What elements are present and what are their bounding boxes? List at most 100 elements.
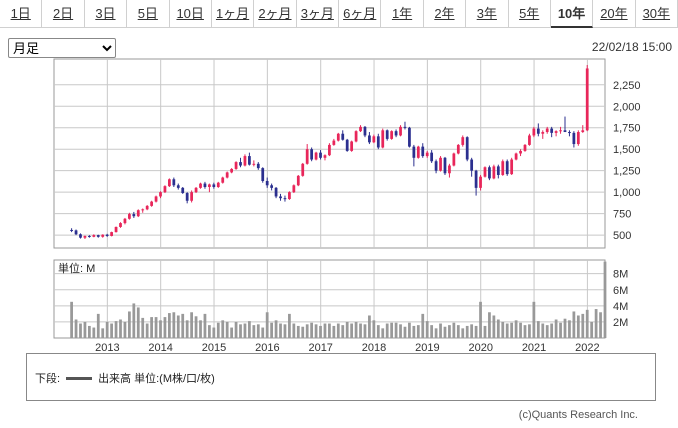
volume-bar [488,312,491,338]
volume-bar [421,313,425,338]
volume-bar [92,327,96,338]
tab-period[interactable]: 30年 [635,0,678,28]
volume-bar [243,323,247,338]
tab-label: 2ヶ月 [258,6,292,21]
tab-period[interactable]: 5年 [508,0,551,28]
volume-bar [559,322,562,338]
tab-period[interactable]: 2ヶ月 [254,0,297,28]
volume-bar [594,309,598,338]
volume-bar [310,322,314,338]
tab-period[interactable]: 2日 [42,0,85,28]
candle-body [319,152,322,158]
tab-period[interactable]: 5日 [127,0,170,28]
volume-bar [403,326,407,338]
volume-bar [452,322,456,338]
volume-bar [256,324,260,338]
volume-bar [323,323,327,338]
candle-body [150,201,153,206]
volume-bar [301,326,305,338]
volume-bar [163,317,167,338]
volume-tick-label: 2M [613,317,628,329]
candle-body [585,68,589,131]
tab-period[interactable]: 1日 [0,0,43,28]
tab-label: 3年 [476,6,497,21]
price-tick-label: 1,500 [613,144,641,156]
period-tabs: 1日 2日 3日 5日 10日 1ヶ月 2ヶ月 3ヶ月 6ヶ月 1年 2年 3年 5年 10年 20年 30年 [0,0,678,30]
tab-period[interactable]: 3日 [84,0,128,28]
candle-body [168,179,171,187]
volume-bar [412,325,416,338]
volume-bar [274,320,278,338]
volume-bar [510,322,514,338]
volume-bar [408,322,411,338]
candle-body [261,168,265,181]
tab-period[interactable]: 20年 [593,0,636,28]
volume-bar [474,325,478,338]
volume-bar [70,301,73,338]
legend-line-swatch [66,376,93,380]
volume-bar [332,325,336,338]
candle-body [496,166,500,175]
tab-period[interactable]: 6ヶ月 [339,0,382,28]
x-tick-label: 2016 [255,342,279,354]
candle-body [283,198,287,200]
candle-body [563,130,567,133]
candle-body [456,144,460,154]
volume-bar [88,325,91,338]
candle-body [305,149,309,164]
volume-bar [279,323,282,338]
candle-body [265,180,269,186]
tab-period[interactable]: 10日 [169,0,212,28]
volume-bar [101,328,105,338]
legend-text: 出来高 単位:(M株/口/枚) [98,373,215,385]
stock-chart: 500 750 1,000 1,250 1,500 1,750 2,000 2,250 2M 4M… [53,58,641,354]
tab-period[interactable]: 1年 [381,0,424,28]
tab-period[interactable]: 1ヶ月 [211,0,255,28]
volume-bar [496,319,500,338]
volume-bar [110,323,113,338]
candle-body [70,229,73,231]
candle-body [270,185,274,188]
volume-bar [385,323,389,338]
candle-body [474,170,478,188]
legend-row: 下段: 出来高 単位:(M株/口/枚) [35,370,215,386]
candle-body [394,131,398,136]
tab-period[interactable]: 10年 [550,0,594,28]
volume-bar [505,323,509,338]
candle-body [101,234,105,237]
tab-label: 1ヶ月 [215,6,250,21]
candle-period-select[interactable]: 月足 [8,38,116,58]
candle-body [203,183,207,188]
volume-bar [212,327,216,338]
volume-bar [425,321,429,338]
volume-bar [528,324,531,338]
volume-bar [443,326,447,338]
volume-bar [599,312,602,338]
candle-body [172,179,176,186]
candle-body [274,187,278,197]
candle-body [550,128,554,133]
volume-bar [105,321,109,338]
volume-tick-label: 4M [613,301,628,313]
volume-bar [372,320,376,338]
tab-period[interactable]: 3ヶ月 [296,0,339,28]
volume-bar [532,301,536,338]
tab-label: 2日 [52,6,74,21]
candle-body [425,152,429,157]
price-tick-label: 2,250 [613,80,641,92]
volume-bar [550,323,554,338]
tab-period[interactable]: 3年 [466,0,509,28]
tab-period[interactable]: 2年 [423,0,467,28]
candle-body [328,144,331,156]
volume-bar [376,325,380,338]
volume-bar [416,325,420,338]
volume-bar [341,325,345,338]
candle-body [239,162,242,166]
volume-bar [181,313,185,338]
volume-bar [248,321,251,338]
volume-bar [79,323,82,338]
candle-body [381,130,385,148]
legend-box: 下段: 出来高 単位:(M株/口/枚) [26,353,656,401]
tab-label: 30年 [642,6,671,21]
candle-body [79,234,82,238]
